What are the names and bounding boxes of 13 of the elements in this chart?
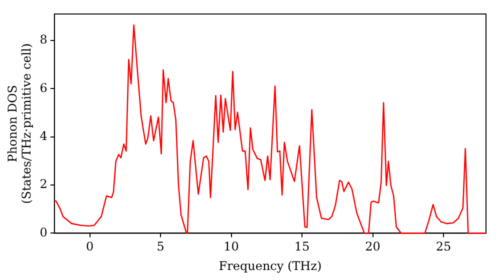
- y-axis-title: Phonon DOS (States/THz·primitive cell): [5, 43, 34, 204]
- x-tick-label: 10: [224, 240, 239, 254]
- y-tick-label: 8: [40, 32, 48, 47]
- y-tick-label: 0: [40, 225, 48, 240]
- x-axis-title: Frequency (THz): [218, 258, 322, 273]
- x-tick-label: 20: [365, 240, 380, 254]
- x-tick-label: 25: [436, 240, 452, 254]
- y-tick-label: 4: [40, 128, 48, 143]
- y-tick-label: 2: [40, 177, 48, 192]
- x-tick-label: 5: [156, 240, 164, 254]
- x-tick-label: 0: [86, 240, 94, 254]
- y-tick-label: 6: [40, 80, 48, 95]
- x-tick-label: 15: [294, 240, 310, 254]
